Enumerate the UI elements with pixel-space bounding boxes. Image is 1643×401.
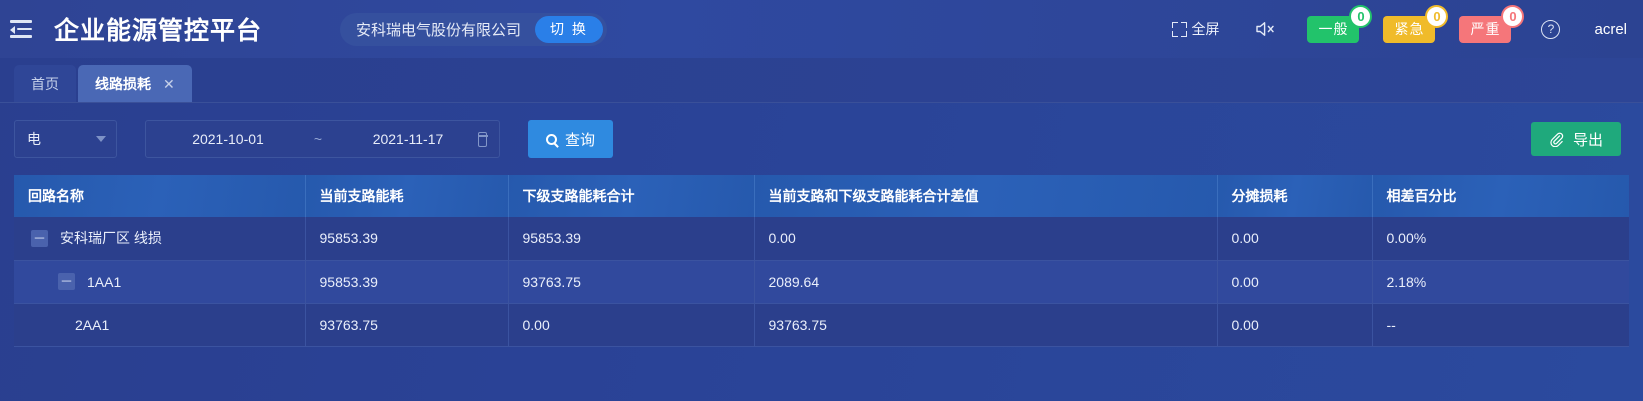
cell-percent: 0.00% bbox=[1372, 217, 1629, 261]
username-label[interactable]: acrel bbox=[1594, 20, 1627, 38]
circuit-name-label: 安科瑞厂区 线损 bbox=[60, 230, 162, 247]
calendar-icon bbox=[477, 131, 488, 147]
alarm-badge-urgent[interactable]: 紧急 0 bbox=[1383, 4, 1449, 43]
cell-sub-consumption-total: 93763.75 bbox=[508, 260, 755, 304]
fullscreen-button[interactable]: 全屏 bbox=[1172, 19, 1219, 39]
export-button-label: 导出 bbox=[1572, 131, 1603, 149]
page-title: 企业能源管控平台 bbox=[54, 17, 263, 45]
chevron-down-icon bbox=[96, 136, 106, 142]
energy-type-select[interactable]: 电 bbox=[14, 120, 117, 158]
tree-collapse-toggle[interactable]: － bbox=[31, 229, 48, 247]
table-header: 回路名称 当前支路能耗 下级支路能耗合计 当前支路和下级支路能耗合计差值 分摊损… bbox=[14, 175, 1629, 217]
alarm-badge-general[interactable]: 一般 0 bbox=[1307, 4, 1373, 43]
company-selector[interactable]: 安科瑞电气股份有限公司 切 换 bbox=[340, 12, 607, 46]
line-loss-table: 回路名称 当前支路能耗 下级支路能耗合计 当前支路和下级支路能耗合计差值 分摊损… bbox=[14, 175, 1629, 347]
date-range-picker[interactable]: 2021-10-01 ~ 2021-11-17 bbox=[145, 120, 500, 158]
circuit-name-label: 1AA1 bbox=[87, 273, 122, 290]
date-end-value: 2021-11-17 bbox=[372, 131, 444, 147]
column-header-sub-consumption-total[interactable]: 下级支路能耗合计 bbox=[508, 175, 755, 217]
badge-count: 0 bbox=[1501, 4, 1525, 28]
query-button-label: 查询 bbox=[565, 131, 596, 149]
column-header-shared-loss[interactable]: 分摊损耗 bbox=[1217, 175, 1373, 217]
line-loss-table-container: 回路名称 当前支路能耗 下级支路能耗合计 当前支路和下级支路能耗合计差值 分摊损… bbox=[0, 175, 1643, 347]
badge-label: 严重 bbox=[1459, 15, 1512, 43]
tab-bar: 首页 线路损耗 ✕ bbox=[0, 58, 1643, 103]
header-actions: 全屏 一般 0 紧急 0 严重 0 ? acrel bbox=[1172, 0, 1627, 58]
cell-shared-loss: 0.00 bbox=[1217, 260, 1373, 304]
cell-sub-consumption-total: 95853.39 bbox=[508, 217, 755, 261]
cell-circuit-name: － 安科瑞厂区 线损 bbox=[14, 217, 306, 261]
date-range-separator: ~ bbox=[313, 131, 323, 147]
cell-circuit-name: － 1AA1 bbox=[14, 260, 306, 304]
cell-current-consumption: 93763.75 bbox=[305, 303, 509, 347]
fullscreen-label: 全屏 bbox=[1191, 21, 1220, 37]
cell-difference: 93763.75 bbox=[754, 303, 1218, 347]
cell-shared-loss: 0.00 bbox=[1217, 303, 1373, 347]
cell-percent: 2.18% bbox=[1372, 260, 1629, 304]
tab-line-loss[interactable]: 线路损耗 ✕ bbox=[78, 65, 192, 102]
export-button[interactable]: 导出 bbox=[1530, 122, 1621, 156]
column-header-percent[interactable]: 相差百分比 bbox=[1372, 175, 1629, 217]
tree-collapse-toggle[interactable]: － bbox=[58, 273, 75, 290]
fullscreen-icon bbox=[1172, 21, 1188, 37]
query-button[interactable]: 查询 bbox=[528, 120, 614, 158]
help-circle-icon[interactable]: ? bbox=[1541, 19, 1561, 39]
badge-count: 0 bbox=[1425, 4, 1449, 28]
column-header-current-consumption[interactable]: 当前支路能耗 bbox=[305, 175, 509, 217]
tab-close-icon[interactable]: ✕ bbox=[163, 75, 175, 92]
column-header-circuit-name[interactable]: 回路名称 bbox=[14, 175, 306, 217]
table-row[interactable]: 2AA1 93763.75 0.00 93763.75 0.00 -- bbox=[14, 303, 1629, 347]
circuit-name-label: 2AA1 bbox=[75, 316, 110, 333]
table-header-row: 回路名称 当前支路能耗 下级支路能耗合计 当前支路和下级支路能耗合计差值 分摊损… bbox=[14, 175, 1629, 217]
column-header-difference[interactable]: 当前支路和下级支路能耗合计差值 bbox=[754, 175, 1218, 217]
cell-difference: 2089.64 bbox=[754, 260, 1218, 304]
company-name: 安科瑞电气股份有限公司 bbox=[356, 21, 522, 39]
filter-toolbar: 电 2021-10-01 ~ 2021-11-17 查询 导出 bbox=[0, 103, 1643, 175]
tab-label: 线路损耗 bbox=[95, 75, 151, 92]
cell-shared-loss: 0.00 bbox=[1217, 217, 1373, 261]
alarm-badges: 一般 0 紧急 0 严重 0 bbox=[1307, 4, 1525, 43]
cell-sub-consumption-total: 0.00 bbox=[508, 303, 755, 347]
badge-count: 0 bbox=[1349, 4, 1373, 28]
cell-current-consumption: 95853.39 bbox=[305, 217, 509, 261]
cell-current-consumption: 95853.39 bbox=[305, 260, 509, 304]
paperclip-icon bbox=[1550, 132, 1564, 147]
date-start-value: 2021-10-01 bbox=[192, 131, 264, 147]
table-row[interactable]: － 1AA1 95853.39 93763.75 2089.64 0.00 2.… bbox=[14, 260, 1629, 304]
tab-label: 首页 bbox=[31, 75, 59, 92]
switch-company-button[interactable]: 切 换 bbox=[535, 15, 603, 43]
alarm-badge-severe[interactable]: 严重 0 bbox=[1459, 4, 1525, 43]
cell-circuit-name: 2AA1 bbox=[14, 303, 306, 347]
cell-difference: 0.00 bbox=[754, 217, 1218, 261]
speaker-mute-icon[interactable] bbox=[1255, 20, 1277, 38]
search-icon bbox=[546, 133, 557, 145]
cell-percent: -- bbox=[1372, 303, 1629, 347]
energy-type-value: 电 bbox=[27, 131, 41, 147]
app-header: 企业能源管控平台 安科瑞电气股份有限公司 切 换 全屏 一般 0 紧急 0 bbox=[0, 0, 1643, 58]
menu-fold-icon[interactable] bbox=[10, 16, 36, 42]
table-row[interactable]: － 安科瑞厂区 线损 95853.39 95853.39 0.00 0.00 0… bbox=[14, 217, 1629, 261]
tab-home[interactable]: 首页 bbox=[14, 65, 76, 102]
table-body: － 安科瑞厂区 线损 95853.39 95853.39 0.00 0.00 0… bbox=[14, 217, 1629, 347]
